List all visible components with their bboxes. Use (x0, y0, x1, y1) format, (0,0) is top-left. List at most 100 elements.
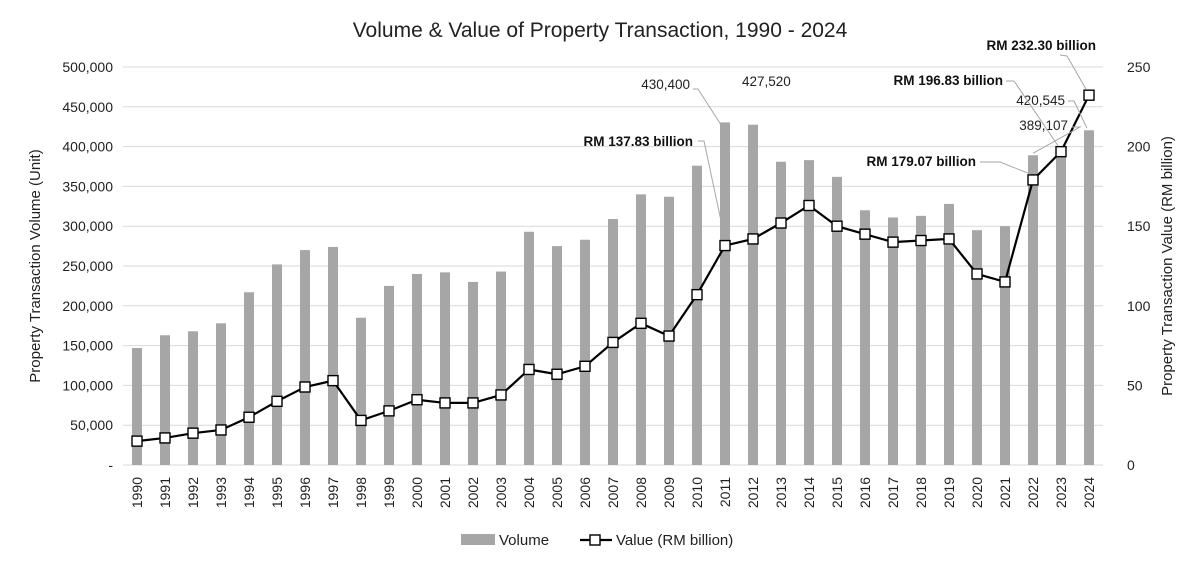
legend-volume-swatch (461, 534, 495, 545)
volume-annotation: 430,400 (641, 77, 690, 92)
volume-bar (552, 246, 562, 465)
x-tick-label: 2005 (549, 477, 565, 508)
y-left-tick-label: 450,000 (62, 99, 113, 115)
y-axis-right-label: Property Transaction Value (RM billion) (1159, 136, 1176, 396)
value-marker (439, 397, 451, 409)
value-line (131, 89, 1095, 447)
volume-bar (580, 239, 590, 465)
x-tick-label: 1991 (157, 477, 173, 508)
value-marker (159, 432, 171, 444)
value-marker (327, 374, 339, 387)
value-marker (579, 360, 591, 372)
volume-bars (132, 122, 1094, 466)
volume-bar (356, 317, 366, 465)
x-tick-label: 2009 (661, 477, 677, 508)
volume-bar (944, 203, 954, 466)
y-left-tick-label: 200,000 (62, 298, 113, 314)
x-tick-label: 2024 (1081, 477, 1097, 508)
x-tick-label: 2013 (773, 477, 789, 508)
x-tick-label: 2014 (801, 477, 817, 508)
x-tick-label: 1999 (381, 477, 397, 508)
volume-bar (832, 176, 842, 465)
volume-bar (916, 215, 926, 465)
annotation-leader-line (1059, 54, 1087, 90)
legend-value-marker (589, 534, 601, 546)
value-marker (663, 330, 675, 342)
value-marker (523, 363, 535, 376)
value-marker (271, 395, 283, 408)
volume-bar (496, 271, 506, 465)
value-marker (495, 389, 507, 401)
x-tick-label: 2012 (745, 477, 761, 508)
value-marker (215, 424, 227, 436)
y-right-tick-label: 200 (1127, 139, 1151, 155)
volume-bar (468, 281, 478, 465)
y-left-tick-label: 50,000 (70, 417, 113, 433)
value-annotation: RM 179.07 billion (866, 154, 976, 169)
value-marker (859, 228, 871, 240)
value-marker (299, 381, 311, 393)
y-right-tick-label: 150 (1127, 218, 1151, 234)
value-marker (411, 394, 423, 406)
x-tick-label: 1995 (269, 477, 285, 508)
volume-bar (384, 285, 394, 465)
volume-bar (804, 160, 814, 465)
x-tick-label: 1992 (185, 477, 201, 508)
volume-bar (860, 210, 870, 465)
volume-annotation: 420,545 (1016, 93, 1065, 108)
x-tick-label: 2015 (829, 477, 845, 508)
x-tick-label: 1997 (325, 477, 341, 508)
value-annotation: RM 232.30 billion (986, 38, 1096, 53)
x-tick-label: 2010 (689, 477, 705, 508)
x-tick-label: 2016 (857, 477, 873, 508)
annotation-leader-line (698, 140, 726, 240)
volume-bar (720, 122, 730, 465)
annotation-leader-line (1006, 80, 1059, 146)
x-tick-label: 1994 (241, 477, 257, 508)
x-tick-label: 2022 (1025, 477, 1041, 508)
volume-bar (748, 124, 758, 465)
value-marker (915, 234, 927, 247)
value-marker (355, 414, 367, 427)
x-tick-label: 2000 (409, 477, 425, 508)
value-marker (999, 276, 1011, 288)
x-tick-label: 2023 (1053, 477, 1069, 508)
annotations: 430,400 427,520 389,107 420,545 RM 137.83 bi… (583, 38, 1096, 240)
y-left-tick-label: 500,000 (62, 59, 113, 75)
annotation-leader-line (1032, 126, 1082, 154)
x-tick-label: 2008 (633, 477, 649, 508)
x-tick-label: 2007 (605, 477, 621, 508)
x-tick-label: 2011 (717, 477, 733, 507)
volume-bar (1084, 130, 1094, 465)
x-tick-label: 2002 (465, 477, 481, 508)
value-marker (887, 236, 899, 248)
axis-ticks: - 50,000 100,000 150,000 200,000 250,000 300,0… (62, 59, 1150, 508)
value-marker (1027, 174, 1039, 186)
x-tick-label: 2018 (913, 477, 929, 508)
value-marker (467, 397, 479, 409)
y-left-tick-label: 400,000 (62, 139, 113, 155)
value-marker (719, 239, 731, 252)
value-marker (551, 368, 563, 380)
volume-annotation: 389,107 (1019, 118, 1068, 133)
volume-bar (412, 273, 422, 465)
value-marker (943, 233, 955, 245)
volume-bar (440, 272, 450, 465)
value-marker (691, 288, 703, 301)
y-left-tick-label: - (108, 457, 113, 473)
annotation-leader-line (980, 161, 1031, 175)
legend: Volume Value (RM billion) (461, 532, 733, 549)
volume-bar (972, 230, 982, 465)
x-tick-label: 2020 (969, 477, 985, 508)
legend-value-label: Value (RM billion) (616, 532, 733, 549)
x-tick-label: 2017 (885, 477, 901, 508)
chart-title: Volume & Value of Property Transaction, … (353, 19, 848, 42)
x-tick-label: 2019 (941, 477, 957, 508)
y-left-tick-label: 300,000 (62, 218, 113, 234)
value-marker (803, 199, 815, 212)
y-left-tick-label: 250,000 (62, 258, 113, 274)
value-marker (831, 220, 843, 232)
x-tick-label: 2021 (997, 477, 1013, 508)
